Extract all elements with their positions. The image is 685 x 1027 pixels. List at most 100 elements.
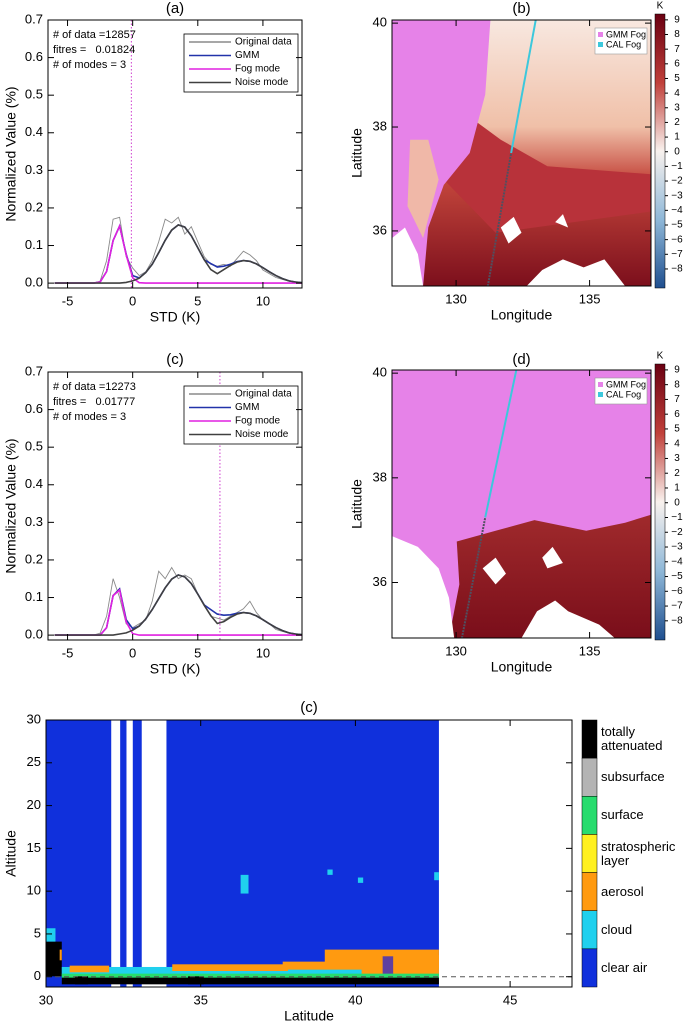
colorbar-tick-label: 6	[674, 409, 680, 420]
land	[526, 259, 626, 286]
colorbar-label: K	[657, 351, 664, 362]
legend-label: stratospheric layer	[601, 838, 676, 868]
colorbar-tick-label: 8	[674, 379, 680, 390]
raster-cell	[188, 976, 204, 985]
colorbar-tick-label: −6	[671, 586, 683, 597]
legend-swatch	[598, 32, 603, 37]
map-region	[448, 514, 651, 638]
legend-label: subsurface	[601, 769, 665, 785]
annotation: # of data =12857	[53, 29, 136, 41]
x-tick-label: 135	[579, 291, 601, 306]
plot-area	[392, 20, 651, 286]
series-line	[54, 574, 302, 636]
annotation: # of data =12273	[53, 381, 136, 393]
colorbar-tick-label: −2	[671, 527, 683, 538]
y-tick-label: 20	[27, 797, 41, 812]
colorbar-tick-label: −6	[671, 234, 683, 245]
raster-cell	[382, 956, 394, 977]
annotation: # of modes = 3	[53, 59, 126, 71]
chart-title: (b)	[512, 0, 530, 17]
raster-cell	[46, 941, 62, 977]
land	[392, 536, 455, 638]
series-line	[54, 223, 302, 284]
colorbar-tick-label: 1	[674, 132, 680, 143]
plot-frame	[391, 19, 652, 287]
legend-label: GMM Fog	[606, 29, 646, 39]
colorbar-tick-label: 4	[674, 438, 680, 449]
track	[484, 370, 518, 518]
legend-label: Noise mode	[235, 77, 289, 88]
track	[486, 152, 513, 286]
x-axis-label: Longitude	[491, 659, 553, 675]
colorbar-tick-label: −5	[671, 220, 683, 231]
x-tick-label: 10	[256, 645, 270, 660]
y-tick-label: 38	[373, 469, 387, 484]
y-tick-label: 0.5	[25, 439, 43, 454]
legend-label: cloud	[601, 921, 633, 937]
legend-label: aerosol	[601, 883, 644, 899]
colorbar-tick-label: 7	[674, 394, 680, 405]
y-tick-label: 0.3	[25, 162, 43, 177]
plot-area	[392, 370, 651, 638]
y-tick-label: 5	[34, 925, 41, 940]
raster-cell	[61, 973, 439, 981]
y-tick-label: 0.4	[25, 124, 43, 139]
colorbar-tick-label: 0	[674, 497, 680, 508]
raster-cell	[434, 872, 439, 881]
colorbar-tick-label: −1	[671, 161, 683, 172]
x-tick-label: 5	[194, 645, 201, 660]
x-tick-label: 0	[129, 293, 136, 308]
x-axis-label: STD (K)	[150, 661, 201, 677]
plot-area	[54, 20, 302, 288]
raster-cell	[327, 869, 333, 875]
annotation: fitres = 0.01777	[53, 396, 135, 408]
y-tick-label: 0.3	[25, 514, 43, 529]
raster-cell	[61, 966, 439, 977]
colorbar-tick-label: 3	[674, 453, 680, 464]
y-tick-label: 0.1	[25, 237, 43, 252]
raster-cell	[240, 874, 249, 894]
y-tick-label: 38	[373, 118, 387, 133]
colorbar-tick-label: 9	[674, 365, 680, 376]
colorbar	[654, 363, 666, 641]
legend-label: Original data	[235, 37, 292, 48]
y-tick-label: 0.1	[25, 589, 43, 604]
raster-block	[46, 720, 439, 987]
colorbar-tick-label: −7	[671, 249, 683, 260]
colorbar-tick-label: 0	[674, 146, 680, 157]
colorbar-tick-label: 2	[674, 468, 680, 479]
x-tick-label: 135	[579, 643, 601, 658]
legend-label: totally attenuated	[601, 724, 663, 754]
colorbar-tick-label: −3	[671, 190, 683, 201]
legend-label: CAL Fog	[606, 389, 641, 399]
y-tick-label: 0.6	[25, 401, 43, 416]
x-tick-label: -5	[62, 645, 74, 660]
land	[482, 557, 506, 585]
y-tick-label: 0.7	[25, 363, 43, 378]
chart-title: (c)	[300, 699, 318, 716]
annotation: # of modes = 3	[53, 411, 126, 423]
x-axis-label: STD (K)	[150, 309, 201, 325]
legend-swatch	[598, 382, 603, 387]
x-tick-label: 30	[39, 992, 53, 1007]
track	[510, 20, 537, 154]
x-tick-label: 10	[256, 293, 270, 308]
y-tick-label: 0.6	[25, 49, 43, 64]
y-tick-label: 0.0	[25, 275, 43, 290]
y-tick-label: 0.2	[25, 199, 43, 214]
legend-swatch	[598, 42, 603, 47]
chart-title: (d)	[512, 351, 530, 368]
series-line	[54, 216, 302, 284]
plot-frame	[47, 19, 303, 289]
series-line	[54, 224, 302, 284]
series-line	[54, 223, 302, 284]
colorbar-tick-label: −5	[671, 571, 683, 582]
map-region	[443, 113, 651, 233]
chart-title: (c)	[166, 351, 184, 368]
legend-swatch	[598, 392, 603, 397]
y-tick-label: 0.0	[25, 627, 43, 642]
chart-title: (a)	[166, 0, 184, 17]
legend-swatch	[581, 872, 598, 911]
series-line	[54, 574, 302, 636]
